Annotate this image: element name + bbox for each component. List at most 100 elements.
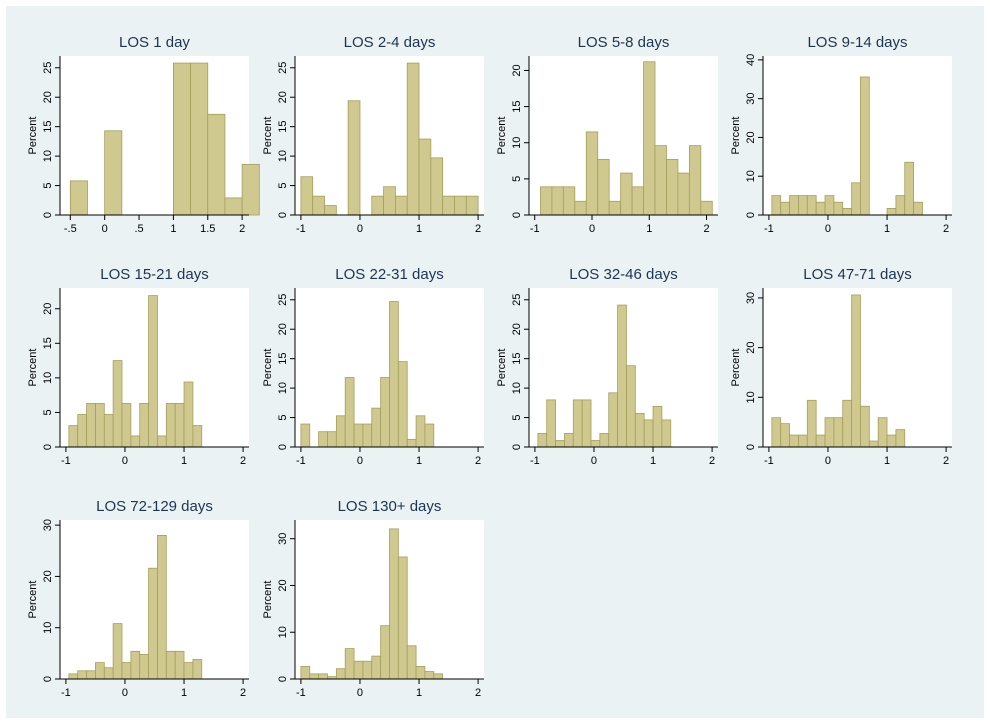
histogram-bar — [572, 399, 583, 448]
histogram-bar — [103, 667, 114, 680]
histogram-bar — [780, 201, 790, 216]
histogram-bar — [771, 417, 782, 448]
panel-title: LOS 5-8 days — [578, 34, 670, 51]
y-tick-label: 30 — [42, 519, 54, 531]
histogram-bar — [335, 415, 346, 448]
x-tick-label: 1 — [416, 455, 422, 467]
histogram-bar — [300, 665, 311, 680]
y-tick-label: 20 — [511, 64, 523, 76]
histogram-bar — [620, 172, 633, 216]
histogram-bar — [424, 671, 435, 680]
histogram-bar — [183, 662, 194, 680]
histogram-bar — [868, 440, 879, 448]
histogram-bar — [335, 668, 346, 680]
histogram-bar — [68, 425, 79, 448]
histogram-bar — [172, 62, 191, 216]
x-tick-label: 0 — [122, 455, 128, 467]
x-tick-label: -1 — [764, 223, 774, 235]
panel-title: LOS 32-46 days — [569, 266, 677, 283]
histogram-bar — [860, 405, 870, 448]
histogram-bar — [174, 403, 185, 448]
y-tick-label: 5 — [511, 176, 523, 182]
panel-title: LOS 9-14 days — [807, 34, 907, 51]
y-tick-label: 5 — [511, 414, 523, 420]
x-tick-label: 0 — [589, 223, 595, 235]
histogram-bar — [312, 195, 325, 216]
x-tick-label: 0 — [591, 455, 597, 467]
histogram-bar — [564, 433, 574, 448]
histogram-bar — [581, 399, 592, 448]
histogram-bar — [406, 645, 417, 680]
y-tick-label: 20 — [277, 323, 289, 335]
y-tick-label: 20 — [277, 91, 289, 103]
histogram-bar — [815, 434, 826, 448]
histogram-bar — [537, 433, 548, 448]
x-tick-label: -.5 — [64, 223, 77, 235]
histogram-bar — [546, 399, 556, 448]
y-tick-label: 40 — [745, 54, 757, 66]
panel-title: LOS 2-4 days — [344, 34, 436, 51]
histogram-bar — [77, 670, 87, 680]
x-tick-label: 0 — [357, 687, 363, 699]
histogram-bar — [815, 201, 826, 216]
y-axis-label: Percent — [496, 349, 508, 387]
x-tick-label: -1 — [296, 687, 306, 699]
y-tick-label: 0 — [42, 212, 54, 218]
histogram-bar — [851, 182, 861, 216]
histogram-bar — [174, 650, 185, 680]
y-tick-label: 10 — [277, 382, 289, 394]
x-tick-label: -1 — [61, 687, 71, 699]
histogram-bar — [130, 435, 141, 448]
histogram-bar — [344, 377, 355, 448]
histogram-bar — [371, 195, 384, 216]
histogram-bar — [347, 100, 361, 216]
histogram-bar — [430, 157, 444, 216]
histogram-bar — [798, 195, 808, 216]
y-tick-label: 15 — [42, 337, 54, 349]
y-tick-label: 30 — [745, 292, 757, 304]
y-tick-label: 10 — [277, 626, 289, 638]
histogram-bar — [380, 625, 390, 680]
x-tick-label: 2 — [239, 223, 245, 235]
x-tick-label: 1 — [170, 223, 176, 235]
histogram-bar — [103, 414, 114, 448]
y-tick-label: 10 — [511, 382, 523, 394]
y-tick-label: 15 — [277, 121, 289, 133]
y-tick-label: 25 — [277, 62, 289, 74]
histogram-bar — [415, 415, 426, 448]
histogram-bar — [165, 403, 176, 448]
histogram-bar — [397, 361, 408, 448]
x-tick-label: -1 — [530, 223, 540, 235]
histogram-bar — [590, 440, 601, 448]
histogram-bar — [860, 76, 870, 216]
histogram-bar — [86, 403, 96, 448]
histogram-bar — [383, 186, 396, 216]
y-tick-label: 5 — [42, 409, 54, 415]
histogram-bar — [789, 195, 799, 216]
x-tick-label: 2 — [709, 455, 715, 467]
histogram-bar — [371, 407, 382, 448]
y-tick-label: 0 — [511, 444, 523, 450]
y-axis-label: Percent — [496, 117, 508, 155]
histogram-bar — [353, 660, 364, 680]
histogram-bar — [643, 419, 654, 448]
x-tick-label: 2 — [240, 687, 246, 699]
x-tick-label: 1 — [416, 687, 422, 699]
y-tick-label: 25 — [511, 294, 523, 306]
histogram-bar — [608, 200, 622, 216]
histogram-bar — [207, 113, 226, 216]
histogram-bar — [886, 208, 897, 216]
histogram-bar — [895, 429, 906, 448]
y-axis-label: Percent — [730, 117, 742, 155]
y-tick-label: 10 — [277, 150, 289, 162]
x-tick-label: -1 — [296, 455, 306, 467]
histogram-bar — [148, 295, 158, 448]
